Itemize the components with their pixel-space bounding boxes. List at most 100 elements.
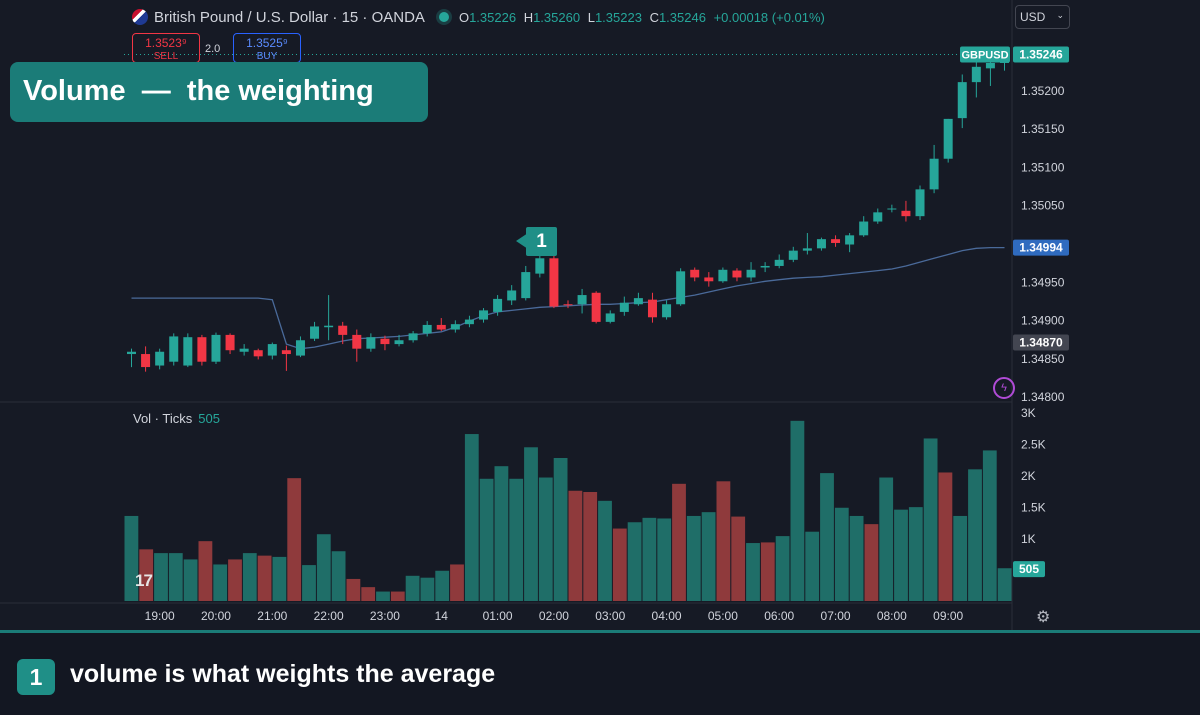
candle [633, 298, 643, 305]
time-tick: 06:00 [764, 609, 794, 623]
candle [549, 258, 559, 307]
volume-legend[interactable]: Vol · Ticks 505 [133, 411, 220, 426]
volume-bar [494, 466, 509, 601]
candle [957, 82, 967, 119]
volume-bar [642, 517, 657, 601]
volume-bar [361, 587, 376, 601]
price-tick: 1.34850 [1021, 352, 1065, 366]
candle [324, 325, 334, 328]
candle [831, 239, 841, 243]
volume-bar [538, 477, 553, 601]
candle [338, 325, 348, 335]
volume-bar [376, 591, 390, 601]
candle [422, 324, 432, 334]
price-tick: 1.35150 [1021, 122, 1065, 136]
volume-bar [405, 575, 420, 601]
volume-bar [760, 542, 775, 601]
volume-bar [894, 509, 908, 601]
volume-bar [124, 515, 139, 601]
price-tick: 1.34800 [1021, 390, 1065, 404]
volume-bar [849, 515, 864, 601]
volume-bar [701, 512, 716, 601]
volume-bar [790, 420, 805, 601]
buy-button[interactable]: 1.3525⁹ BUY [233, 33, 301, 63]
candle [676, 271, 686, 305]
candle [366, 337, 376, 349]
volume-bar [464, 434, 479, 601]
volume-bar [997, 568, 1012, 601]
title-banner: Volume — the weighting [10, 62, 428, 122]
marker-number: 1 [526, 227, 557, 256]
volume-bar [968, 469, 982, 601]
candle [929, 158, 939, 190]
volume-bar [435, 570, 450, 601]
volume-badge [1013, 561, 1045, 578]
candle [732, 270, 742, 278]
candle [845, 235, 855, 245]
volume-bar [287, 478, 302, 601]
volume-bar [805, 531, 820, 601]
volume-bar [583, 492, 598, 601]
volume-bar [524, 447, 538, 601]
candle [816, 239, 826, 249]
candle [605, 313, 615, 322]
time-tick: 19:00 [145, 609, 175, 623]
sell-button[interactable]: 1.3523⁹ SELL [132, 33, 200, 63]
candle [521, 272, 531, 299]
candle [591, 292, 601, 322]
time-tick: 14 [435, 609, 449, 623]
candle [662, 304, 672, 318]
volume-bar [242, 553, 257, 601]
volume-bar [390, 591, 405, 601]
chart-area[interactable]: 1.35200 1.35150 1.35100 1.35050 1.34950 1.349… [0, 0, 1200, 630]
open-value: 1.35226 [469, 9, 517, 25]
currency-select[interactable]: USD ⌄ [1015, 5, 1070, 29]
time-tick: 20:00 [201, 609, 231, 623]
caption-text: volume is what weights the average [70, 660, 496, 688]
symbol-tag-label: GBPUSD [961, 50, 1008, 62]
lightning-icon[interactable]: ϟ [993, 377, 1015, 399]
volume-bar [228, 559, 242, 601]
candle [774, 259, 784, 266]
price-tick: 1.35200 [1021, 84, 1065, 98]
price-badge-label: 1.34870 [1019, 336, 1063, 350]
candle [943, 118, 953, 159]
candle [225, 334, 235, 351]
buy-price: 1.3525⁹ [246, 36, 288, 50]
symbol-header: British Pound / U.S. Dollar · 15 · OANDA… [132, 7, 825, 27]
price-badge-label: 1.34994 [1019, 241, 1063, 255]
volume-tick: 2K [1021, 469, 1036, 483]
candle [760, 265, 770, 268]
volume-tick: 1K [1021, 532, 1036, 546]
volume-bar [213, 564, 228, 601]
candle [873, 212, 883, 222]
tradingview-logo-icon[interactable]: 17 [135, 571, 153, 590]
volume-bar [746, 543, 760, 601]
volume-bar [331, 551, 346, 601]
volume-bar [864, 524, 879, 601]
candle [450, 324, 460, 330]
candle [380, 338, 390, 345]
currency-value: USD [1020, 10, 1046, 24]
price-tick: 1.35050 [1021, 199, 1065, 213]
gear-icon[interactable]: ⚙ [1036, 609, 1051, 626]
volume-bar [257, 555, 272, 601]
volume-bar [198, 541, 213, 601]
volume-bar [879, 477, 894, 601]
candle [295, 340, 305, 356]
volume-bar [953, 515, 968, 601]
close-value: 1.35246 [658, 9, 706, 25]
volume-bar [272, 556, 287, 601]
volume-bar [139, 549, 154, 601]
candle [253, 350, 263, 357]
volume-bar [420, 577, 435, 601]
volume-bar [302, 565, 316, 601]
candle [915, 189, 925, 217]
symbol-title[interactable]: British Pound / U.S. Dollar · 15 · OANDA [154, 8, 425, 26]
chart-canvas[interactable]: 1.35200 1.35150 1.35100 1.35050 1.34950 1.349… [0, 0, 1200, 630]
volume-bar [450, 564, 464, 601]
candle [535, 258, 545, 274]
candle [267, 344, 277, 356]
candle [563, 304, 573, 306]
vwap-line [131, 246, 1005, 350]
